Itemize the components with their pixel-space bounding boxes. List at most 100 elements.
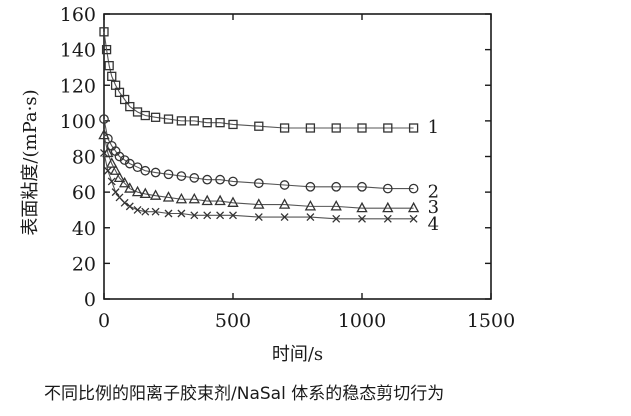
data-point-circle — [279, 180, 290, 190]
data-point-triangle — [162, 191, 175, 202]
data-point-x — [120, 198, 129, 207]
data-point-triangle — [304, 200, 317, 211]
data-point-x-stroke — [151, 207, 160, 216]
series-2 — [99, 114, 419, 194]
plot-frame — [103, 13, 492, 300]
data-point-x — [133, 205, 142, 214]
data-point-x-stroke — [115, 193, 124, 202]
data-point-circle — [176, 171, 187, 181]
data-point-triangle — [407, 201, 420, 213]
data-point-x-stroke — [332, 214, 341, 223]
data-point-square — [104, 61, 114, 71]
data-point-x-stroke — [383, 214, 392, 223]
data-point-x — [190, 211, 199, 220]
y-tick-label: 100 — [60, 111, 96, 133]
data-point-x-stroke — [133, 205, 142, 214]
data-point-circle — [140, 165, 151, 176]
data-point-x-stroke — [229, 211, 237, 220]
y-tick-label: 60 — [72, 182, 96, 204]
data-point-x-stroke — [409, 214, 418, 223]
data-point-x-stroke — [177, 209, 186, 218]
data-point-x — [107, 177, 116, 186]
data-point-triangle — [356, 201, 368, 213]
data-point-square — [357, 123, 367, 133]
data-point-square — [254, 121, 264, 131]
data-point-x-stroke — [120, 198, 129, 207]
data-point-triangle — [131, 185, 144, 197]
y-tick-label: 0 — [84, 289, 96, 311]
data-point-x — [409, 214, 418, 223]
data-point-square — [189, 116, 199, 126]
data-point-triangle — [118, 176, 131, 188]
data-point-square — [279, 123, 290, 133]
series-1 — [99, 27, 419, 133]
series-label-1: 1 — [428, 117, 439, 138]
data-point-x — [254, 213, 263, 222]
data-point-circle — [305, 181, 316, 192]
data-point-x — [125, 202, 134, 211]
series-4 — [100, 148, 418, 223]
series-1-line — [103, 31, 414, 129]
data-point-triangle — [278, 198, 291, 209]
figure-caption: 不同比例的阳离子胶束剂/NaSal 体系的稳态剪切行为 — [44, 384, 445, 404]
data-point-square — [125, 101, 135, 112]
data-point-square — [163, 114, 174, 124]
data-point-square — [140, 110, 150, 121]
data-point-triangle — [175, 192, 188, 204]
data-point-x — [151, 207, 160, 216]
data-point-x — [280, 213, 289, 222]
data-point-square — [305, 123, 316, 133]
data-point-triangle — [139, 187, 151, 199]
data-point-square — [99, 27, 109, 37]
data-point-x — [229, 211, 237, 220]
data-point-circle — [331, 181, 342, 192]
data-point-x-stroke — [111, 188, 120, 197]
data-point-x — [332, 214, 341, 223]
data-point-square — [215, 118, 225, 128]
data-point-triangle — [188, 192, 200, 204]
data-point-x-stroke — [216, 211, 225, 220]
data-point-x — [141, 207, 150, 216]
data-point-circle — [408, 183, 419, 194]
data-point-x — [358, 214, 366, 223]
data-point-x — [306, 213, 315, 222]
data-point-square — [228, 119, 238, 130]
y-tick-label: 80 — [72, 147, 96, 169]
data-point-circle — [132, 162, 143, 173]
series-label-3: 3 — [428, 197, 439, 218]
data-point-x-stroke — [358, 214, 366, 223]
series-2-line — [103, 118, 414, 190]
data-point-square — [383, 123, 393, 133]
data-point-x-stroke — [306, 213, 315, 222]
data-point-square — [119, 94, 130, 105]
data-point-circle — [99, 114, 109, 124]
x-axis-title: 时间/s — [272, 344, 323, 365]
data-point-square — [331, 123, 341, 133]
data-point-x-stroke — [141, 207, 150, 216]
data-point-circle — [189, 173, 200, 183]
data-point-square — [176, 116, 187, 126]
data-point-x — [177, 209, 186, 218]
viscosity-chart: 0 500 1000 1500 0 20 40 60 80 100 120 140 160 1 234 时… — [20, 4, 515, 365]
y-tick-label: 160 — [60, 4, 96, 26]
data-point-square — [114, 87, 125, 98]
data-point-circle — [215, 174, 225, 185]
data-point-x — [111, 188, 120, 197]
y-tick-label: 20 — [72, 253, 96, 275]
data-point-square — [150, 112, 161, 122]
data-point-triangle — [98, 128, 110, 140]
data-point-triangle — [109, 164, 122, 175]
data-point-triangle — [124, 182, 136, 193]
data-point-triangle — [149, 189, 162, 200]
data-point-square — [202, 118, 212, 128]
data-point-circle — [202, 174, 213, 185]
data-point-triangle — [382, 201, 394, 213]
data-point-x-stroke — [203, 211, 212, 220]
data-point-triangle — [113, 171, 126, 183]
data-point-x-stroke — [280, 213, 289, 222]
y-tick-label: 40 — [72, 218, 96, 240]
series-4-line — [103, 152, 414, 220]
data-point-square — [408, 123, 419, 133]
data-point-circle — [382, 183, 393, 194]
data-point-circle — [124, 158, 135, 169]
